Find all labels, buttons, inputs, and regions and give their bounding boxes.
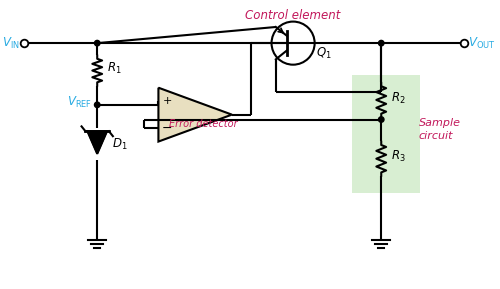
Text: $V_{\rm IN}$: $V_{\rm IN}$ <box>2 36 20 51</box>
Text: $Q_1$: $Q_1$ <box>316 46 332 62</box>
Text: −: − <box>162 122 172 135</box>
Polygon shape <box>88 131 107 154</box>
Circle shape <box>378 40 384 46</box>
Text: $R_3$: $R_3$ <box>391 149 406 164</box>
Text: $V_{\rm OUT}$: $V_{\rm OUT}$ <box>468 36 496 51</box>
Text: $R_2$: $R_2$ <box>391 90 406 105</box>
Text: $D_1$: $D_1$ <box>112 136 128 151</box>
Circle shape <box>94 102 100 108</box>
Text: Sample
circuit: Sample circuit <box>418 118 461 140</box>
Text: $V_{\rm REF}$: $V_{\rm REF}$ <box>67 95 92 110</box>
Circle shape <box>94 40 100 46</box>
Circle shape <box>378 117 384 122</box>
FancyBboxPatch shape <box>352 75 420 193</box>
Polygon shape <box>158 88 232 142</box>
Text: +: + <box>162 96 172 106</box>
Text: Control element: Control element <box>246 9 341 22</box>
Text: $R_1$: $R_1$ <box>107 61 122 76</box>
Text: Error detector: Error detector <box>168 119 237 129</box>
